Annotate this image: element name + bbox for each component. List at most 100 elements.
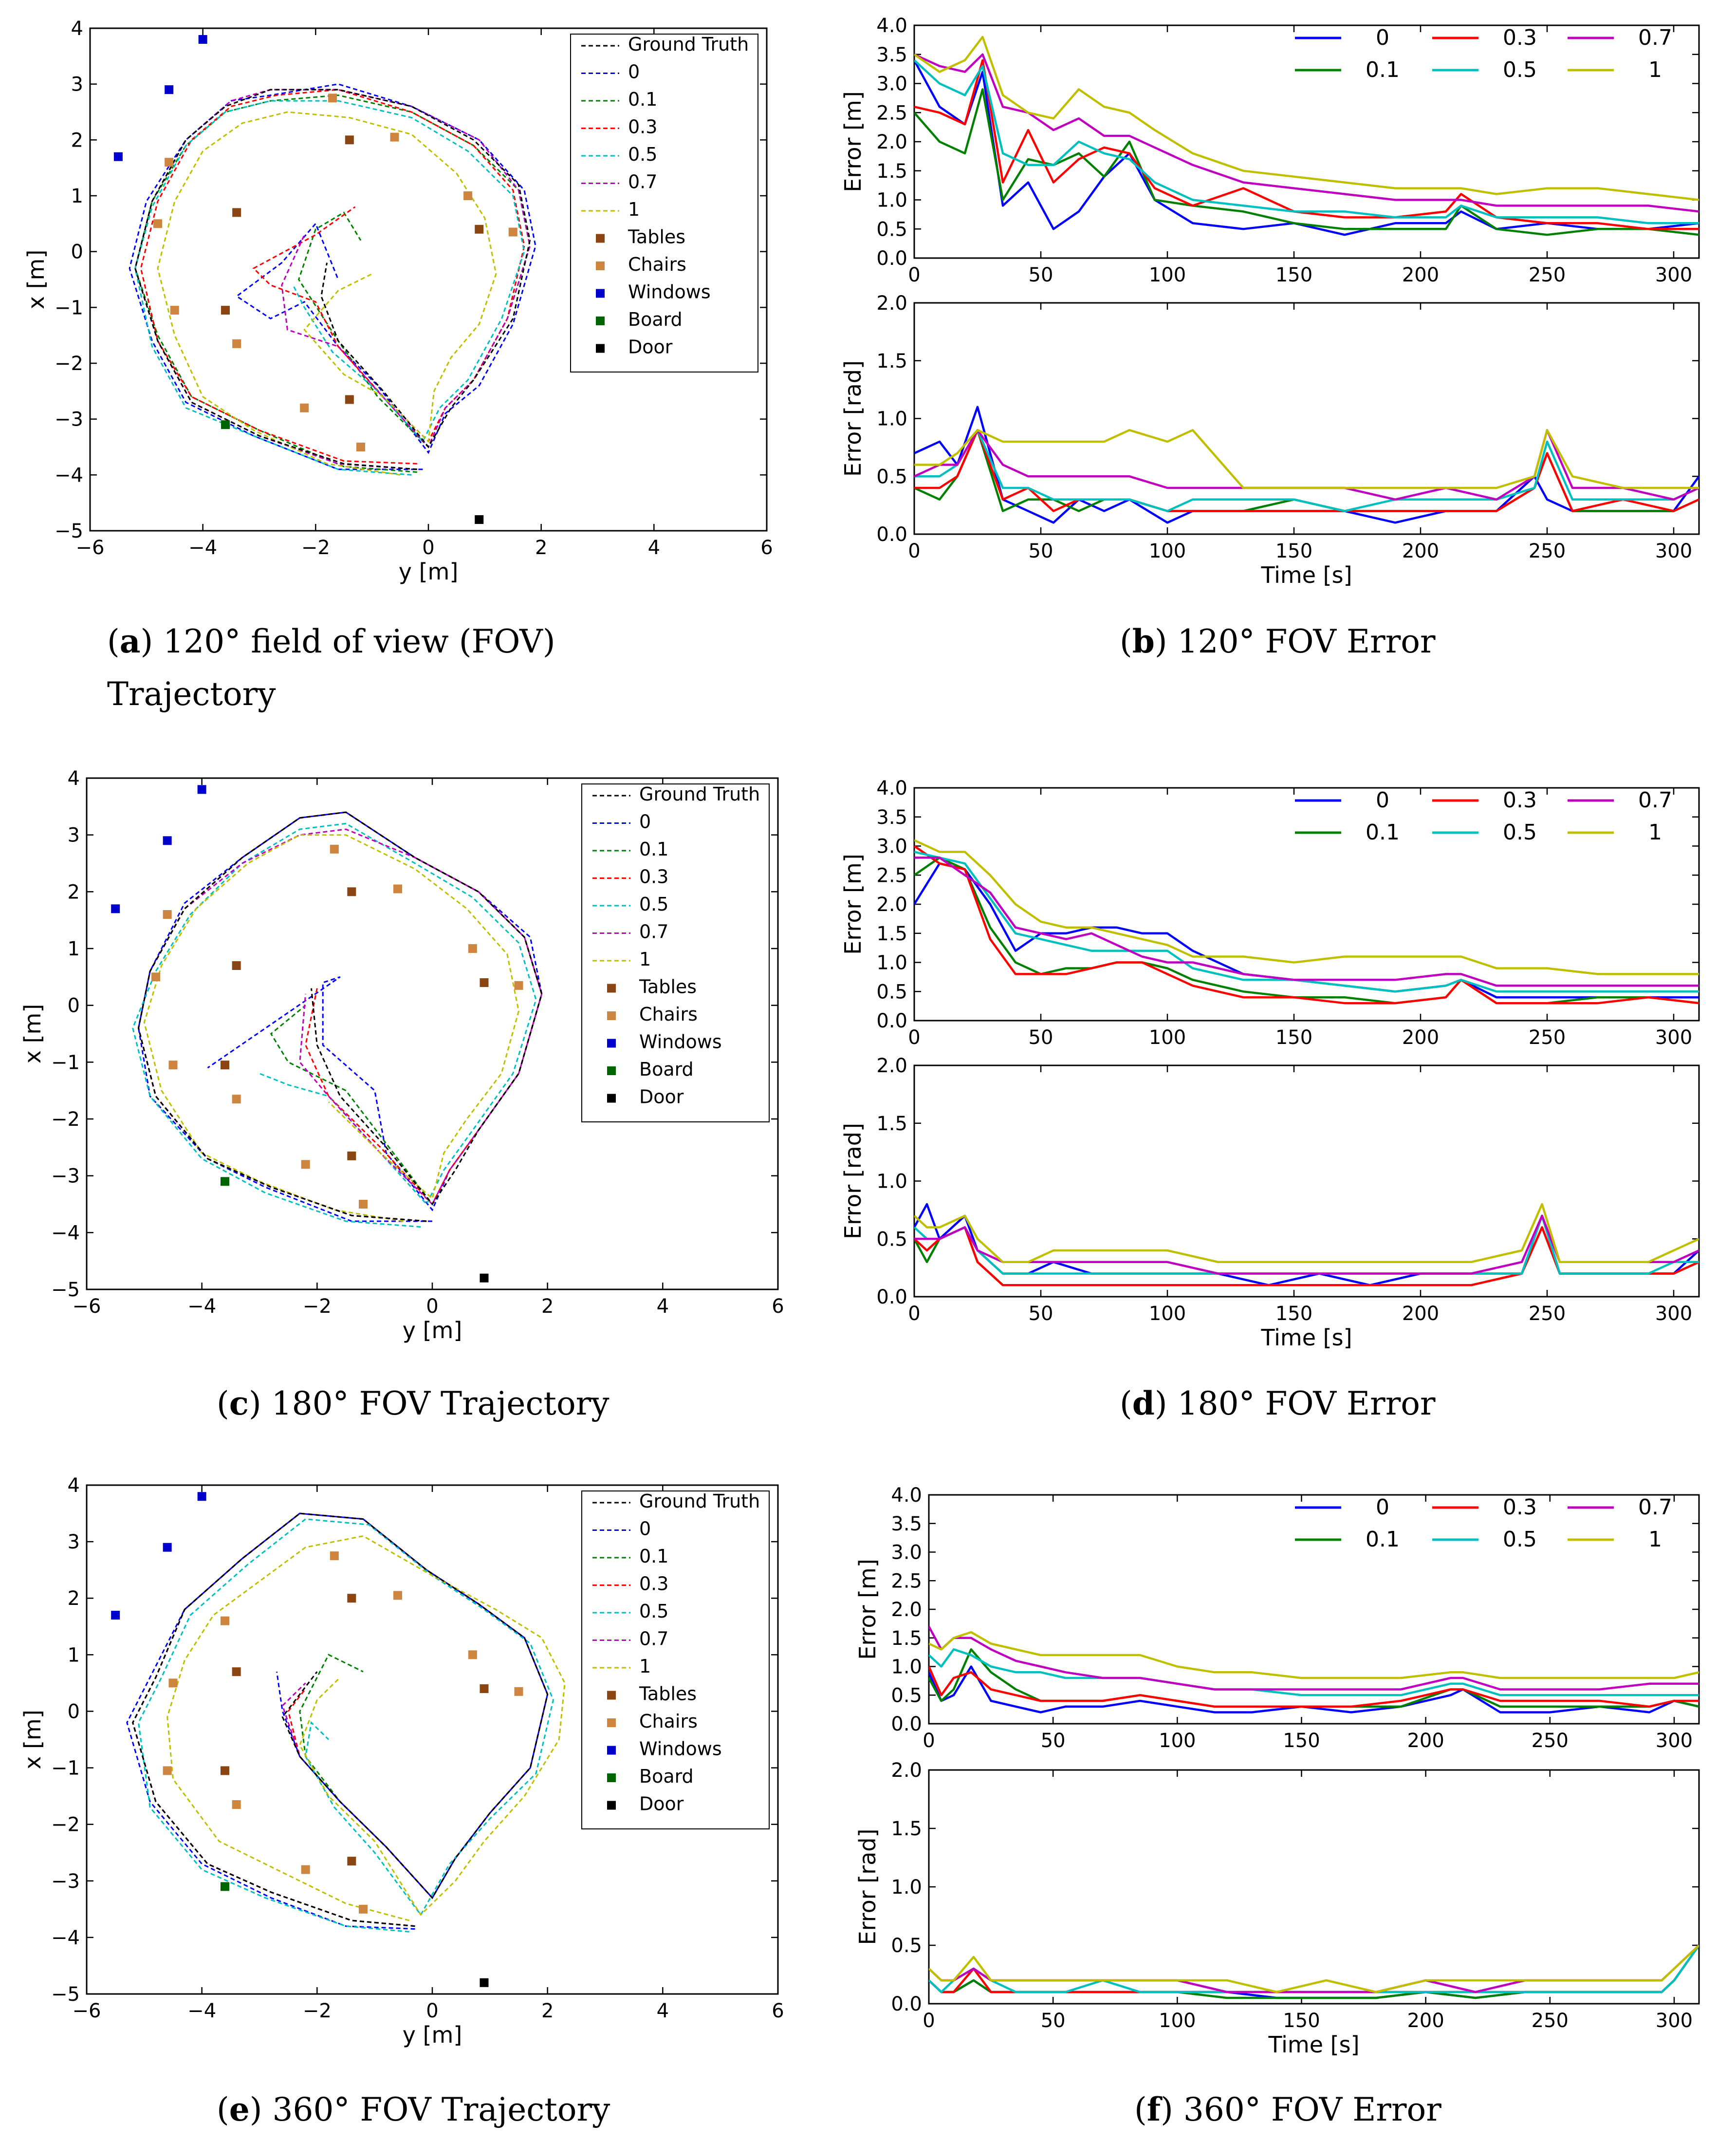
y-tick-label: 3.0	[891, 1542, 922, 1564]
legend-marker	[607, 1718, 616, 1727]
plot-area	[914, 1203, 1699, 1286]
legend-label: Ground Truth	[628, 34, 749, 55]
landmark-chairs	[514, 981, 523, 990]
landmark-chairs	[165, 158, 174, 167]
svg-text:(d) 180° FOV Error: (d) 180° FOV Error	[1120, 1384, 1436, 1422]
trajectory-series-ground-truth	[134, 89, 531, 470]
y-tick-label: 0	[68, 995, 80, 1017]
y-axis-label: Error [m]	[854, 1559, 881, 1659]
y-tick-label: 1.0	[891, 1876, 922, 1899]
y-tick-label: 4	[68, 1474, 80, 1497]
trajectory-series-0-1	[134, 94, 531, 473]
legend-marker	[607, 1691, 616, 1700]
plot-area	[929, 1944, 1699, 1999]
y-tick-label: 4	[71, 18, 83, 40]
landmark-chairs	[359, 1904, 368, 1914]
error-series-0-3	[914, 429, 1699, 512]
landmark-chairs	[151, 972, 160, 982]
landmark-tables	[480, 978, 489, 987]
plot-area	[914, 36, 1699, 236]
y-tick-label: −2	[55, 353, 83, 375]
landmark-chairs	[468, 1650, 477, 1659]
x-tick-label: 250	[1529, 1026, 1566, 1049]
x-tick-label: 2	[541, 1295, 554, 1318]
y-tick-label: −4	[51, 1927, 80, 1949]
y-tick-label: −1	[51, 1051, 80, 1074]
landmark-tables	[347, 1857, 356, 1866]
error-series-1	[914, 839, 1699, 975]
error-series-0-3	[914, 845, 1699, 1005]
trajectory-series-0-1	[137, 811, 543, 1222]
x-tick-label: 100	[1159, 1730, 1196, 1752]
y-tick-label: 1.5	[876, 1113, 907, 1135]
landmark-chairs	[330, 1551, 339, 1561]
y-tick-label: 1.5	[876, 350, 907, 373]
line-chart-b_rot: 0 50 100 150 200 250 300 0.0 0.5 1.0 1.5 2.0 Time [s…	[840, 292, 1700, 588]
landmark-chairs	[514, 1687, 523, 1696]
x-tick-label: 300	[1655, 1026, 1692, 1049]
x-tick-label: 100	[1149, 1026, 1186, 1049]
landmark-chairs	[508, 227, 517, 237]
trajectory-series-0-1	[132, 1512, 549, 1927]
y-tick-label: 3.0	[876, 73, 907, 95]
landmark-windows	[198, 35, 207, 44]
legend-label: 0.1	[628, 89, 657, 110]
y-tick-label: 4.0	[891, 1484, 922, 1507]
landmark-windows	[111, 1611, 120, 1620]
error-series-0-7	[914, 857, 1699, 987]
legend-label: Door	[639, 1086, 684, 1108]
y-tick-label: 2	[68, 881, 80, 903]
x-axis-label: Time [s]	[1260, 562, 1352, 588]
caption-b: (b) 120° FOV Error	[1120, 622, 1436, 660]
x-tick-label: 50	[1041, 1730, 1066, 1752]
error-series-0-5	[914, 851, 1699, 993]
legend-label: 1	[639, 949, 651, 970]
x-tick-label: 200	[1402, 264, 1439, 286]
y-tick-label: 1.0	[876, 1171, 907, 1193]
landmark-board	[221, 420, 230, 429]
y-tick-label: 1.5	[876, 160, 907, 183]
legend-label: Windows	[628, 281, 711, 303]
legend-label: 0	[1376, 1495, 1389, 1520]
y-tick-label: −3	[51, 1870, 80, 1893]
y-axis-label: Error [rad]	[840, 1123, 866, 1239]
y-tick-label: 0.0	[876, 1010, 907, 1032]
y-tick-label: 0.5	[876, 981, 907, 1003]
error-series-0-5	[914, 59, 1699, 224]
landmark-chairs	[359, 1200, 368, 1209]
legend-label: 0.5	[1503, 57, 1537, 82]
trajectory-series-0-5	[134, 100, 525, 476]
legend-marker	[607, 984, 616, 993]
line-chart-f_rot: 0 50 100 150 200 250 300 0.0 0.5 1.0 1.5 2.0 Time [s…	[854, 1759, 1700, 2058]
landmark-chairs	[328, 93, 337, 103]
legend-label: Tables	[628, 226, 685, 248]
x-tick-label: 300	[1655, 540, 1692, 562]
y-tick-label: −4	[51, 1222, 80, 1244]
legend-label: 0	[639, 1518, 651, 1540]
trajectory-series-0-5	[137, 1518, 554, 1933]
x-tick-label: 0	[422, 537, 434, 559]
plot-area	[113, 35, 536, 524]
y-tick-label: 2.5	[876, 864, 907, 887]
svg-text:(a) 120° field of view (FOV): (a) 120° field of view (FOV)	[107, 622, 555, 660]
legend-label: 0.1	[639, 838, 668, 860]
legend-label: 0.3	[1503, 25, 1537, 50]
landmark-tables	[232, 208, 241, 217]
x-tick-label: 200	[1402, 1303, 1439, 1325]
plot-area	[111, 785, 543, 1283]
legend-label: Board	[639, 1766, 694, 1787]
y-tick-label: 3	[68, 1531, 80, 1553]
landmark-board	[221, 1882, 229, 1891]
y-tick-label: −1	[55, 297, 83, 319]
legend-label: 0.3	[639, 1573, 668, 1595]
legend-label: 1	[639, 1656, 651, 1677]
legend-label: Board	[639, 1059, 694, 1080]
error-series-0-7	[914, 1214, 1699, 1275]
y-tick-label: 4	[68, 767, 80, 790]
x-tick-label: 0	[908, 1303, 920, 1325]
trajectory-series-0-3	[132, 1512, 549, 1927]
y-axis-label: x [m]	[23, 250, 49, 310]
y-tick-label: 1.0	[876, 189, 907, 212]
landmark-tables	[347, 1151, 356, 1160]
